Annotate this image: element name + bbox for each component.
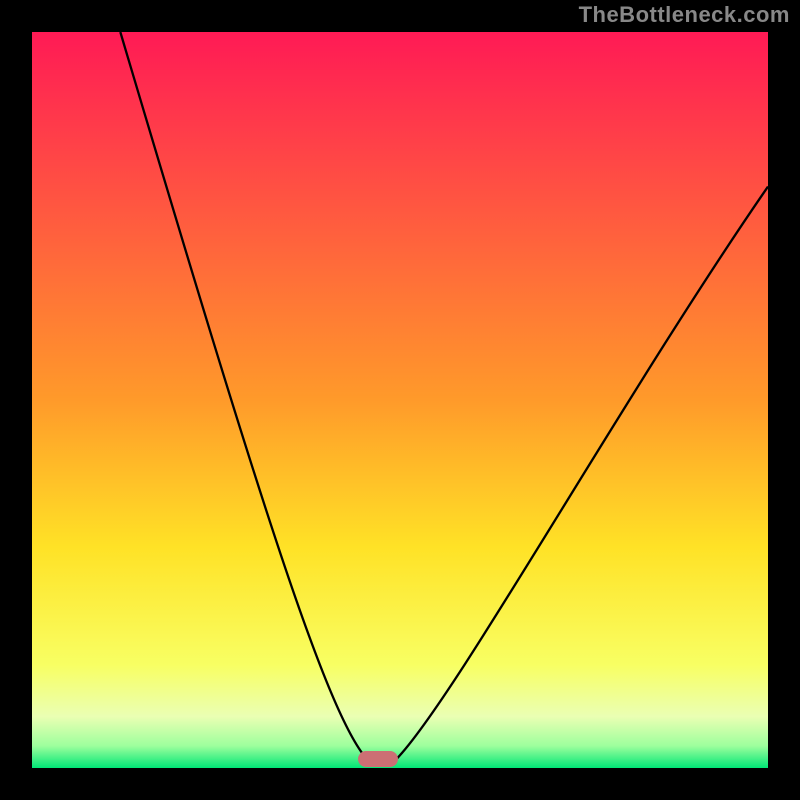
curve-layer: [0, 0, 800, 800]
min-marker: [358, 751, 398, 767]
right-curve: [396, 187, 768, 760]
left-curve: [120, 32, 367, 759]
watermark-text: TheBottleneck.com: [579, 2, 790, 28]
chart-container: TheBottleneck.com: [0, 0, 800, 800]
